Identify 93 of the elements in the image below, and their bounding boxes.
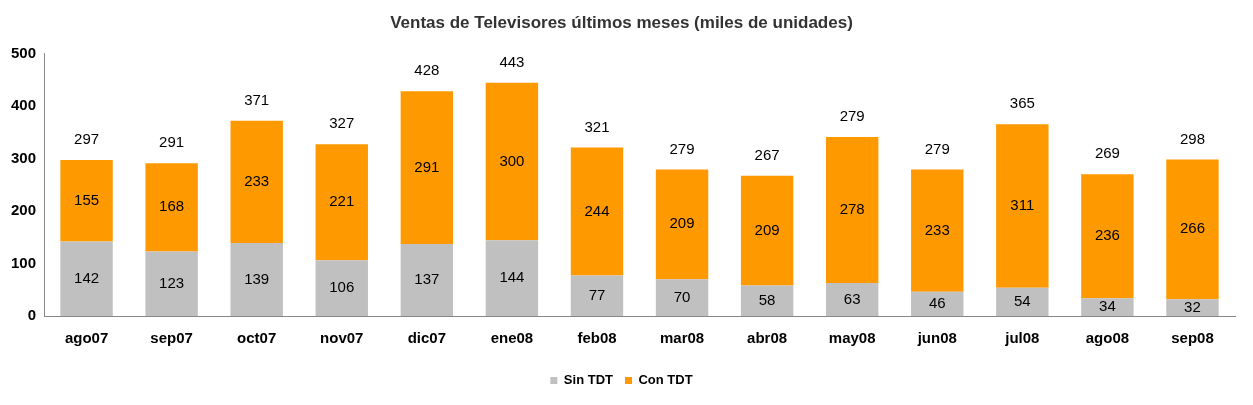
y-tick-label: 200 (11, 201, 37, 219)
data-label: 70 (673, 287, 691, 305)
bar (825, 136, 879, 283)
x-tick-label: ago08 (1085, 329, 1130, 347)
total-label: 279 (669, 139, 695, 157)
legend-label: Con TDT (638, 372, 693, 388)
x-tick-label: feb08 (577, 329, 617, 347)
bar (740, 285, 794, 316)
data-label: 278 (839, 200, 865, 218)
x-tick-label: jul08 (1004, 329, 1040, 347)
bar (570, 147, 624, 276)
bar (485, 240, 539, 316)
data-label: 139 (244, 269, 270, 287)
bar (400, 244, 454, 316)
data-label: 291 (414, 157, 440, 175)
total-label: 291 (159, 133, 185, 151)
bar (1166, 159, 1219, 300)
x-tick-label: mar08 (659, 329, 705, 347)
bar (655, 169, 709, 280)
data-label: 209 (669, 214, 695, 232)
x-tick-label: oct07 (237, 329, 277, 347)
data-label: 123 (159, 273, 185, 291)
data-label: 144 (499, 268, 525, 286)
data-label: 311 (1010, 196, 1035, 214)
y-tick-label: 100 (11, 253, 37, 271)
data-label: 168 (159, 197, 185, 215)
x-tick-label: dic07 (407, 329, 447, 347)
x-tick-label: nov07 (320, 329, 364, 347)
bar (230, 120, 283, 243)
total-label: 321 (584, 117, 610, 135)
x-tick-label: ene08 (490, 329, 534, 347)
data-label: 32 (1184, 297, 1201, 315)
data-label: 233 (244, 171, 270, 189)
bar (485, 82, 539, 241)
y-tick-label: 500 (11, 43, 37, 61)
x-tick-label: ago07 (64, 329, 109, 347)
data-label: 221 (329, 192, 355, 210)
bar (740, 175, 794, 286)
y-tick-label: 400 (11, 96, 37, 114)
x-tick-label: sep08 (1171, 329, 1214, 347)
x-tick-label: sep07 (150, 329, 193, 347)
y-tick-label: 300 (11, 148, 37, 166)
total-label: 443 (499, 52, 525, 70)
total-label: 428 (414, 61, 440, 79)
total-label: 365 (1009, 94, 1035, 112)
bar (825, 282, 879, 316)
data-label: 137 (414, 270, 440, 288)
bar (911, 169, 964, 292)
y-tick-label: 0 (27, 306, 37, 324)
bar (230, 243, 283, 316)
bar (570, 275, 624, 316)
x-tick-label: may08 (828, 329, 876, 347)
bar (60, 160, 113, 242)
data-label: 77 (588, 285, 606, 303)
total-label: 298 (1179, 129, 1205, 147)
data-label: 58 (758, 290, 776, 308)
bar (655, 279, 709, 316)
data-label: 233 (924, 220, 950, 238)
data-label: 34 (1099, 297, 1116, 315)
data-label: 266 (1179, 219, 1205, 237)
total-label: 371 (244, 90, 270, 108)
bar (145, 251, 198, 316)
total-label: 269 (1094, 144, 1120, 162)
bar (911, 291, 964, 316)
x-tick-label: jun08 (916, 329, 957, 347)
data-label: 54 (1013, 291, 1031, 309)
data-label: 209 (754, 220, 780, 238)
bar (400, 91, 454, 245)
total-label: 267 (754, 145, 780, 163)
total-label: 327 (329, 114, 355, 132)
x-tick-label: abr08 (747, 329, 788, 347)
chart-title: Ventas de Televisores últimos meses (miles de unidades) (390, 12, 853, 32)
total-label: 297 (74, 130, 100, 148)
data-label: 155 (74, 190, 100, 208)
bar (1166, 299, 1219, 316)
annotation: 279 (839, 107, 865, 125)
data-label: 244 (584, 201, 610, 219)
data-label: 63 (843, 289, 861, 307)
total-label: 279 (924, 139, 950, 157)
data-label: 46 (928, 294, 946, 312)
bar (996, 124, 1049, 288)
bar (996, 287, 1049, 316)
bar (315, 260, 368, 316)
bar (60, 241, 113, 316)
legend-label: Sin TDT (563, 372, 614, 388)
data-label: 106 (329, 278, 355, 296)
bar (145, 163, 198, 252)
data-label: 300 (499, 151, 525, 169)
bar (1081, 174, 1134, 299)
data-label: 142 (74, 268, 100, 286)
data-label: 236 (1094, 226, 1120, 244)
bar (1081, 298, 1134, 316)
bar (315, 144, 368, 261)
